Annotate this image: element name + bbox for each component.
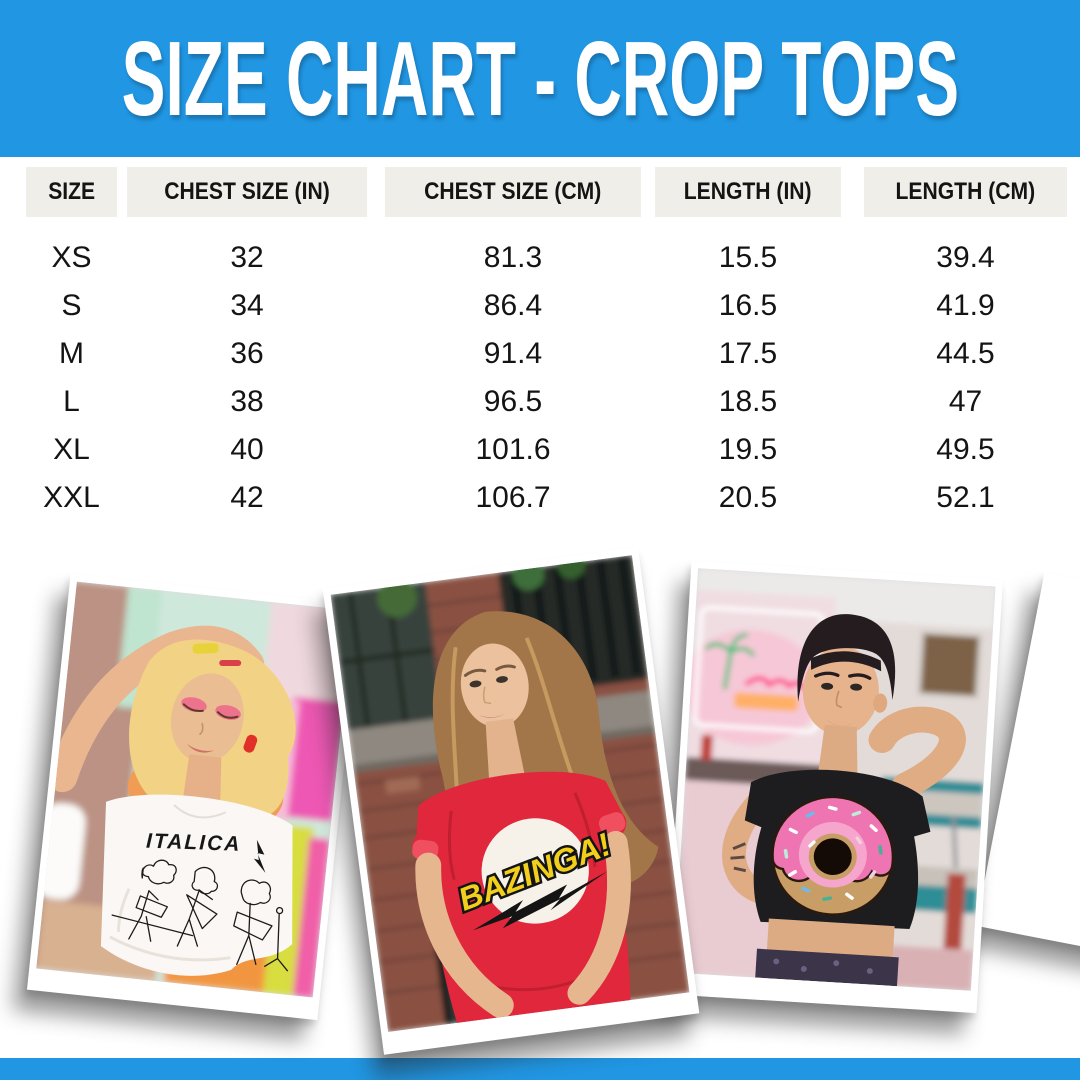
table-cell: 91.4	[483, 337, 543, 370]
column-header-length-cm: LENGTH (CM)	[864, 167, 1067, 217]
table-cell: 17.5	[718, 337, 778, 370]
column-header-length-in: LENGTH (IN)	[655, 167, 841, 217]
table-cell: 39.4	[936, 241, 995, 274]
table-cell: 18.5	[718, 385, 778, 418]
photo-bazinga-illustration: BAZINGA!	[330, 555, 690, 1033]
page-title: SIZE CHART - CROP TOPS	[121, 19, 959, 138]
table-cell: 86.4	[483, 289, 543, 322]
photo-card-donut	[665, 560, 1003, 1014]
table-cell: 34	[230, 289, 264, 322]
column-header-chest-in: CHEST SIZE (IN)	[127, 167, 367, 217]
table-cell: S	[61, 289, 82, 322]
table-cell: 42	[230, 481, 264, 514]
table-cell: 38	[230, 385, 264, 418]
table-row: XXL 42 106.7 20.5 52.1	[0, 474, 1080, 522]
table-cell: 41.9	[936, 289, 995, 322]
footer-band	[0, 1058, 1080, 1080]
model-bazinga: BAZINGA!	[412, 611, 659, 1023]
table-cell: 40	[230, 433, 264, 466]
photo-donut-illustration	[673, 568, 996, 991]
table-cell: 15.5	[718, 241, 778, 274]
table-cell: M	[59, 337, 84, 370]
table-cell: 44.5	[936, 337, 995, 370]
photo-italica-illustration: ITALICA	[36, 581, 354, 998]
photo-card-italica: ITALICA	[26, 573, 362, 1021]
table-cell: 52.1	[936, 481, 995, 514]
model-italica: ITALICA	[47, 625, 296, 976]
table-row: XS 32 81.3 15.5 39.4	[0, 234, 1080, 282]
table-row: L 38 96.5 18.5 47	[0, 378, 1080, 426]
band-line-art	[111, 859, 289, 972]
lightning-underline-icon	[472, 871, 608, 931]
column-header-size: SIZE	[26, 167, 117, 217]
table-cell: L	[63, 385, 80, 418]
table-body: XS 32 81.3 15.5 39.4 S 34 86.4 16.5 41.9 M 36 91.4 17…	[0, 234, 1080, 524]
table-row: XL 40 101.6 19.5 49.5	[0, 426, 1080, 474]
donut-graphic	[771, 795, 895, 916]
table-cell: 96.5	[483, 385, 543, 418]
table-cell: XS	[51, 241, 92, 274]
table-row: M 36 91.4 17.5 44.5	[0, 330, 1080, 378]
table-cell: 36	[230, 337, 264, 370]
table-cell: 101.6	[475, 433, 551, 466]
shirt-logo-italica: ITALICA	[146, 830, 242, 856]
table-header-row: SIZE CHEST SIZE (IN) CHEST SIZE (CM) LEN…	[0, 167, 1080, 217]
column-header-chest-cm: CHEST SIZE (CM)	[385, 167, 641, 217]
table-cell: 49.5	[936, 433, 995, 466]
table-cell: XXL	[43, 481, 100, 514]
header-banner: SIZE CHART - CROP TOPS	[0, 0, 1080, 157]
table-cell: 16.5	[718, 289, 778, 322]
donut-sprinkles	[783, 805, 883, 901]
table-cell: 20.5	[718, 481, 778, 514]
lightning-bolt-icon	[253, 839, 266, 873]
table-cell: 19.5	[718, 433, 778, 466]
photo-card-bazinga: BAZINGA!	[322, 547, 700, 1055]
model-donut	[722, 614, 966, 987]
table-cell: 81.3	[483, 241, 543, 274]
table-cell: 47	[948, 385, 983, 418]
table-cell: 32	[230, 241, 264, 274]
table-row: S 34 86.4 16.5 41.9	[0, 282, 1080, 330]
table-cell: XL	[53, 433, 90, 466]
table-cell: 106.7	[475, 481, 551, 514]
